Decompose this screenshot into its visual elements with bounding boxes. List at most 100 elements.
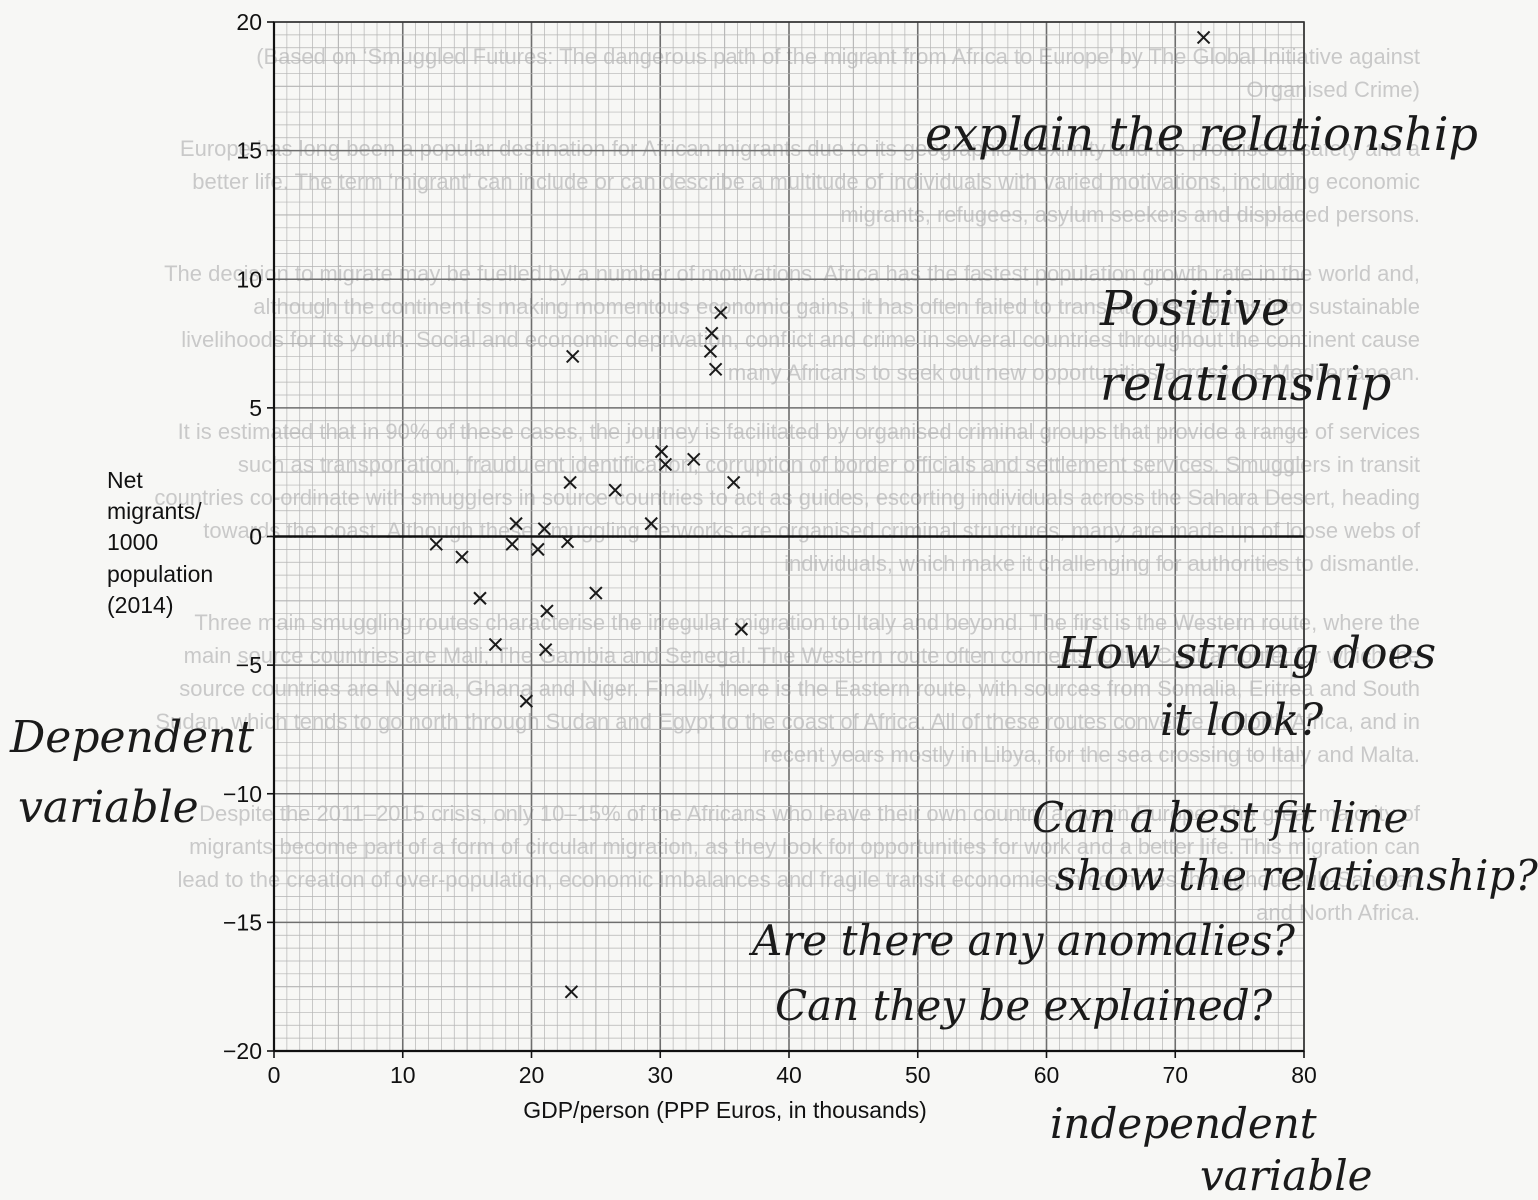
annotation-independent: independent [1050, 1099, 1317, 1148]
y-axis-label: Net migrants/ 1000 population (2014) [107, 467, 213, 618]
data-point [563, 475, 577, 490]
data-point [708, 362, 723, 376]
data-point-stroke [473, 591, 487, 605]
data-point-stroke [564, 985, 579, 999]
y-axis-label-line: (2014) [107, 592, 173, 618]
data-point [734, 622, 749, 636]
data-point [687, 452, 701, 467]
x-tick-label: 10 [390, 1062, 416, 1088]
data-point [473, 591, 487, 605]
data-point-stroke [455, 550, 469, 564]
x-tick-label: 50 [905, 1062, 931, 1088]
data-point [538, 642, 553, 657]
annotation-it-look: it look? [1160, 695, 1323, 746]
data-point-stroke [537, 522, 552, 536]
x-tick-label: 40 [776, 1062, 802, 1088]
data-point [565, 349, 580, 364]
data-point [429, 537, 443, 551]
data-point-stroke [687, 452, 701, 467]
annotation-independent-variable: variable [1200, 1151, 1373, 1200]
y-tick-label: −20 [223, 1038, 262, 1064]
x-tick-label: 80 [1291, 1062, 1317, 1088]
data-point-stroke [1196, 30, 1211, 45]
data-point-stroke [538, 642, 553, 657]
data-point [455, 550, 469, 564]
data-points [429, 30, 1211, 999]
data-point [654, 444, 669, 459]
data-point [703, 344, 718, 358]
data-point [658, 457, 673, 472]
annotation-how-strong: How strong does [1057, 628, 1436, 679]
annotation-explain: explain the relationship [925, 107, 1478, 161]
y-axis-label-line: 1000 [107, 529, 158, 555]
y-tick-label: 10 [236, 266, 262, 292]
data-point-stroke [509, 516, 523, 531]
data-point-stroke [563, 475, 577, 490]
x-tick-label: 70 [1162, 1062, 1188, 1088]
data-point-stroke [726, 475, 741, 490]
y-tick-label: 20 [236, 9, 262, 35]
y-axis-label-line: population [107, 561, 213, 587]
data-point-stroke [705, 326, 719, 340]
x-tick-label: 60 [1034, 1062, 1060, 1088]
data-point [537, 522, 552, 536]
data-point [519, 694, 534, 708]
data-point [531, 542, 545, 557]
data-point-stroke [608, 483, 622, 497]
y-tick-label: −10 [223, 781, 262, 807]
data-point [564, 985, 579, 999]
data-point [714, 305, 728, 320]
y-axis-label-line: migrants/ [107, 498, 202, 524]
y-tick-label: 15 [236, 138, 262, 164]
data-point [560, 534, 575, 549]
y-tick-label: −15 [223, 909, 262, 935]
data-point-stroke [429, 537, 443, 551]
data-point [644, 516, 658, 531]
annotation-explained: Can they be explained? [775, 981, 1273, 1030]
annotation-dependent: Dependent [9, 712, 254, 763]
y-tick-label: −5 [236, 652, 262, 678]
data-point-stroke [714, 305, 728, 320]
data-point [488, 637, 503, 652]
data-point-stroke [654, 444, 669, 459]
x-tick-label: 30 [647, 1062, 673, 1088]
data-point [509, 516, 523, 531]
data-point [589, 586, 603, 600]
data-point-stroke [708, 362, 723, 376]
data-point [1196, 30, 1211, 45]
annotation-anomalies: Are there any anomalies? [748, 916, 1295, 965]
data-point-stroke [505, 537, 519, 551]
y-tick-label: 5 [249, 395, 262, 421]
annotation-show-relationship: show the relationship? [1055, 851, 1538, 900]
data-point-stroke [565, 349, 580, 364]
annotation-dependent-variable: variable [18, 782, 199, 833]
data-point-stroke [703, 344, 718, 358]
data-point-stroke [734, 622, 749, 636]
annotation-relationship: relationship [1100, 356, 1391, 412]
y-tick-label: 0 [249, 524, 262, 550]
data-point [726, 475, 741, 490]
data-point-stroke [589, 586, 603, 600]
data-point [608, 483, 622, 497]
annotation-positive: Positive [1099, 281, 1289, 337]
handwritten-annotations: explain the relationship Positive relati… [9, 107, 1538, 1200]
data-point-stroke [540, 604, 554, 618]
data-point-stroke [488, 637, 503, 652]
data-point [540, 604, 554, 618]
data-point-stroke [644, 516, 658, 531]
data-point-stroke [519, 694, 534, 708]
background-paragraph: It is estimated that in 90% of these cas… [154, 419, 1420, 576]
x-tick-label: 0 [268, 1062, 281, 1088]
data-point-stroke [560, 534, 575, 549]
data-point-stroke [531, 542, 545, 557]
x-axis-label: GDP/person (PPP Euros, in thousands) [523, 1097, 927, 1123]
data-point-stroke [658, 457, 673, 472]
annotation-best-fit: Can a best fit line [1032, 793, 1409, 842]
x-tick-label: 20 [519, 1062, 545, 1088]
background-paragraph: (Based on ‘Smuggled Futures: The dangero… [256, 44, 1420, 102]
data-point [505, 537, 519, 551]
data-point [705, 326, 719, 340]
y-axis-label-line: Net [107, 467, 143, 493]
